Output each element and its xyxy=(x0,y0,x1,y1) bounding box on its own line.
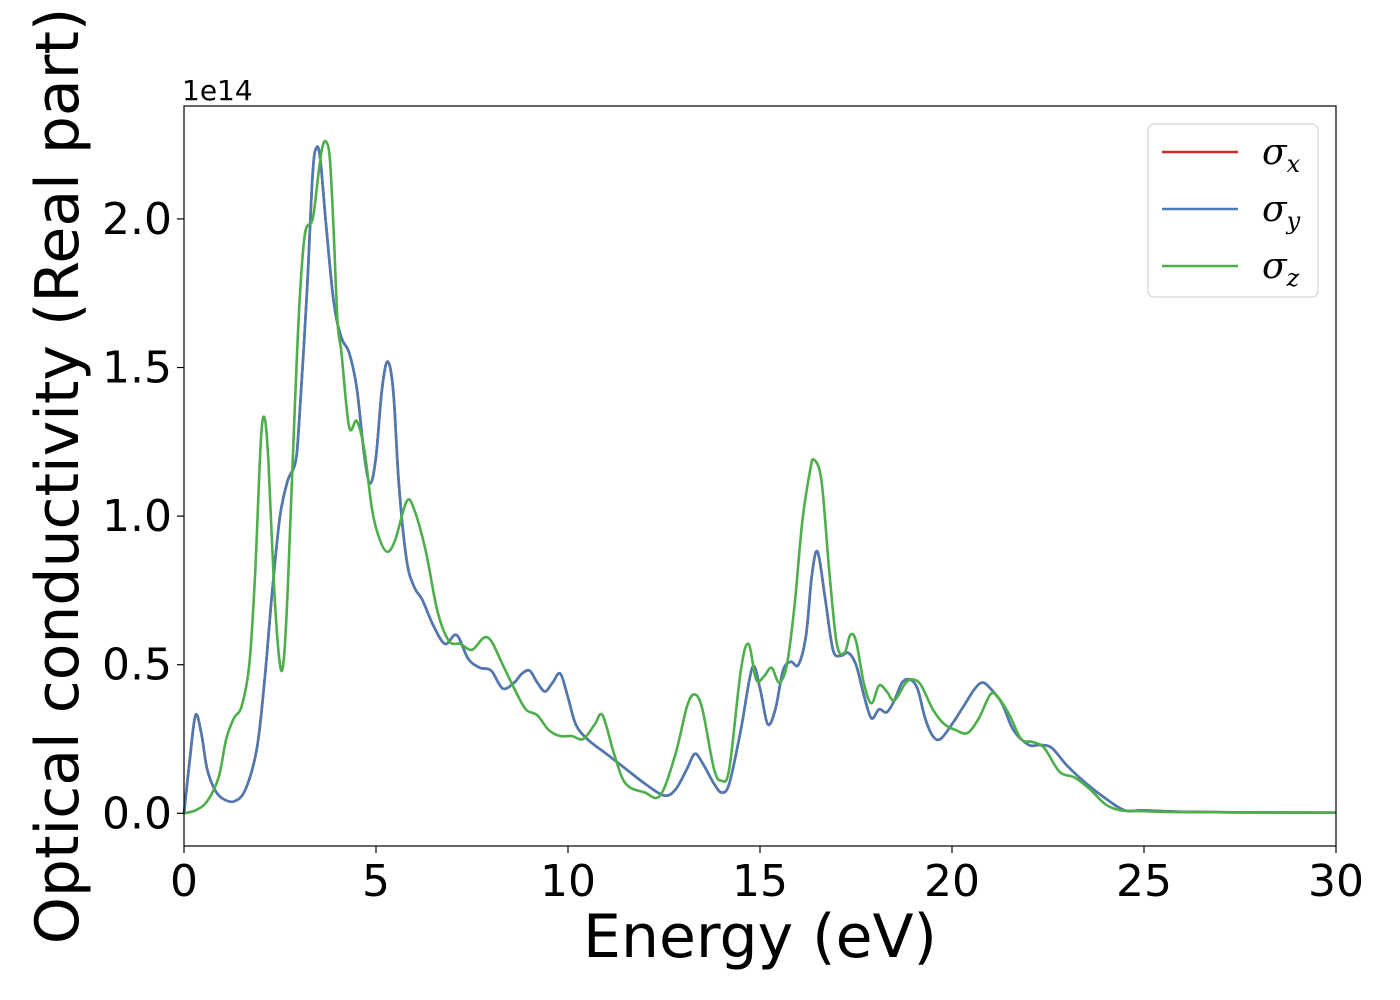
x-tick-label: 20 xyxy=(924,856,980,907)
x-axis-label: Energy (eV) xyxy=(583,902,937,972)
x-tick-label: 30 xyxy=(1308,856,1364,907)
y-axis-label: Optical conductivity (Real part) xyxy=(23,8,93,945)
legend-box xyxy=(1147,123,1319,298)
x-axis: 0 5 10 15 20 25 30 xyxy=(170,846,1364,907)
y-tick-label: 0.0 xyxy=(102,788,172,839)
x-tick-label: 5 xyxy=(362,856,390,907)
series-line-z xyxy=(183,139,1337,815)
y-tick-label: 0.5 xyxy=(102,640,172,691)
legend-label-y: σy xyxy=(1262,189,1301,235)
legend-label-x: σx xyxy=(1262,132,1301,178)
series-line-y xyxy=(182,145,1337,815)
y-tick-label: 1.5 xyxy=(102,343,172,394)
legend-label-z: σz xyxy=(1262,246,1300,292)
y-axis: 0.0 0.5 1.0 1.5 2.0 xyxy=(102,194,184,839)
y-offset-label: 1e14 xyxy=(182,74,253,107)
plot-lines xyxy=(182,139,1337,815)
y-tick-label: 1.0 xyxy=(102,491,172,542)
x-tick-label: 10 xyxy=(540,856,596,907)
legend: σx σy σz xyxy=(1147,123,1319,298)
x-tick-label: 25 xyxy=(1116,856,1172,907)
x-tick-label: 0 xyxy=(170,856,198,907)
x-tick-label: 15 xyxy=(732,856,788,907)
y-tick-label: 2.0 xyxy=(102,194,172,245)
